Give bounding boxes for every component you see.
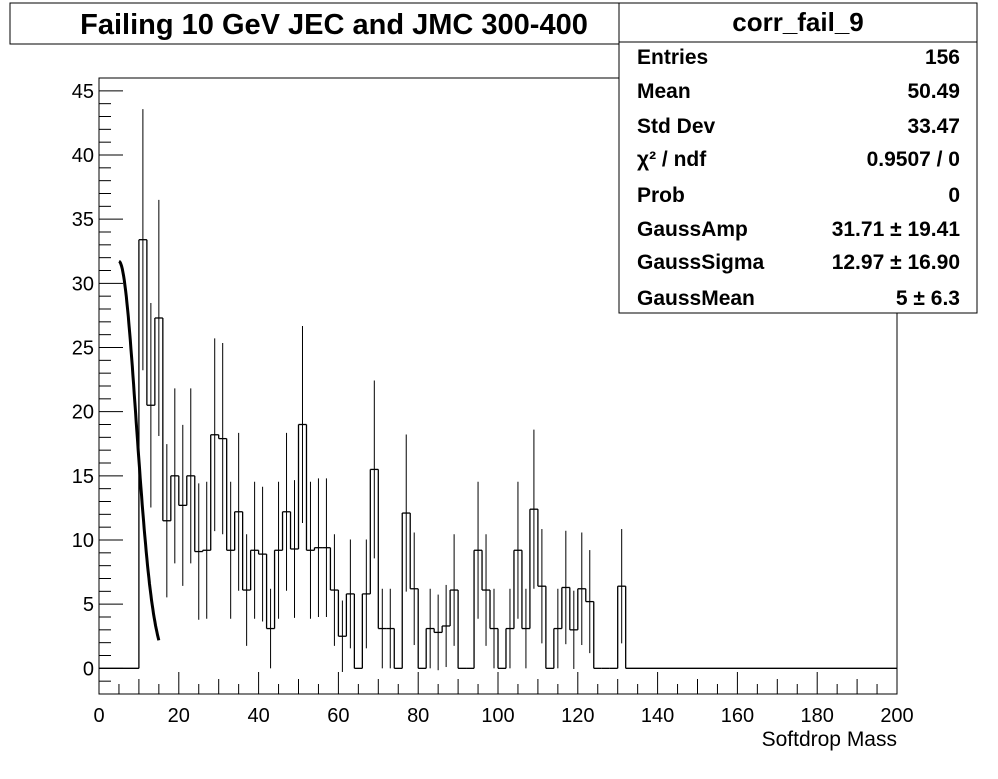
y-tick-label: 45 bbox=[72, 81, 94, 103]
x-tick-label: 180 bbox=[801, 705, 834, 727]
stat-value: 156 bbox=[925, 46, 960, 69]
x-tick-label: 140 bbox=[641, 705, 674, 727]
axes: 0 20 40 60 80 100 120 140 160 180 200 0 5 10 15 20 25 30 3… bbox=[72, 77, 914, 727]
x-tick-label: 80 bbox=[407, 705, 429, 727]
stat-label: Prob bbox=[637, 184, 685, 207]
y-tick-label: 25 bbox=[72, 338, 94, 360]
y-tick-label: 20 bbox=[72, 402, 94, 424]
stat-value: 12.97 ± 16.90 bbox=[832, 251, 960, 274]
stat-label: χ² / ndf bbox=[637, 148, 707, 171]
stat-label: GaussMean bbox=[637, 287, 755, 310]
y-tick-label: 0 bbox=[83, 658, 94, 680]
stats-histogram-name: corr_fail_9 bbox=[732, 7, 864, 37]
y-tick-label: 30 bbox=[72, 273, 94, 295]
stats-frame bbox=[618, 2, 978, 314]
x-tick-label: 100 bbox=[481, 705, 514, 727]
stats-box: corr_fail_9 Entries 156 Mean 50.49 Std Dev 33… bbox=[618, 2, 978, 314]
stat-value: 0.9507 / 0 bbox=[867, 148, 960, 171]
x-tick-label: 20 bbox=[168, 705, 190, 727]
x-tick-label: 120 bbox=[561, 705, 594, 727]
stat-value: 50.49 bbox=[907, 80, 960, 103]
stat-value: 5 ± 6.3 bbox=[896, 287, 960, 310]
stat-label: Std Dev bbox=[637, 115, 716, 138]
stat-value: 0 bbox=[948, 184, 960, 207]
y-tick-label: 10 bbox=[72, 530, 94, 552]
y-tick-label: 40 bbox=[72, 145, 94, 167]
y-tick-label: 15 bbox=[72, 466, 94, 488]
title-box: Failing 10 GeV JEC and JMC 300-400 bbox=[9, 2, 659, 45]
chart-title: Failing 10 GeV JEC and JMC 300-400 bbox=[80, 9, 588, 41]
y-tick-label: 35 bbox=[72, 209, 94, 231]
stat-value: 31.71 ± 19.41 bbox=[832, 218, 961, 241]
x-tick-label: 0 bbox=[93, 705, 104, 727]
stats-rows: Entries 156 Mean 50.49 Std Dev 33.47 χ² / ndf 0… bbox=[637, 46, 960, 310]
gauss-fit-curve bbox=[118, 260, 161, 641]
x-axis-label: Softdrop Mass bbox=[762, 728, 897, 751]
stat-label: Mean bbox=[637, 80, 691, 103]
stat-label: GaussAmp bbox=[637, 218, 748, 241]
x-tick-label: 60 bbox=[327, 705, 349, 727]
error-bars bbox=[142, 109, 623, 672]
x-tick-label: 160 bbox=[721, 705, 754, 727]
title-frame bbox=[9, 2, 659, 45]
x-tick-label: 200 bbox=[880, 705, 913, 727]
stat-label: GaussSigma bbox=[637, 251, 765, 274]
x-tick-label: 40 bbox=[247, 705, 269, 727]
stat-label: Entries bbox=[637, 46, 708, 69]
stat-value: 33.47 bbox=[907, 115, 960, 138]
y-tick-label: 5 bbox=[83, 594, 94, 616]
